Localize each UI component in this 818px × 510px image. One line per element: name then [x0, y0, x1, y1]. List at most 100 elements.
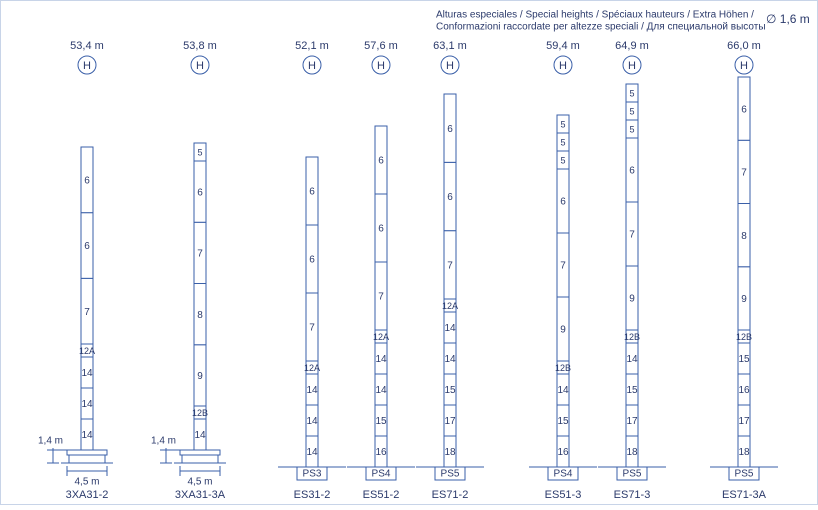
segment-label: 7 — [84, 307, 90, 318]
segment-label: 16 — [557, 447, 569, 458]
height-label: 63,1 m — [433, 40, 467, 52]
base-box — [547, 466, 579, 481]
header-line: Alturas especiales / Special heights / S… — [436, 10, 754, 21]
marker: H — [628, 60, 636, 72]
base-box — [365, 466, 397, 481]
segment-label: 6 — [447, 192, 453, 203]
segment-label: 15 — [557, 416, 569, 427]
marker-circle — [190, 55, 210, 75]
segment-label: 5 — [629, 124, 634, 134]
segment-label: 12B — [624, 332, 640, 342]
segment-label: 5 — [560, 155, 565, 165]
segment-label: 7 — [629, 230, 635, 241]
marker-circle — [622, 55, 642, 75]
segment-label: 6 — [84, 175, 90, 186]
height-label: 64,9 m — [615, 40, 649, 52]
marker-circle — [734, 55, 754, 75]
segment-label: 15 — [375, 416, 387, 427]
dim-label: 4,5 m — [187, 477, 212, 488]
segment-label: 6 — [309, 187, 315, 198]
segment-label: 7 — [447, 260, 453, 271]
segment-label: 6 — [447, 124, 453, 135]
segment-label: 7 — [378, 292, 384, 303]
base-frame — [179, 449, 221, 456]
segment-label: 7 — [309, 323, 315, 334]
segment-label: 14 — [444, 323, 456, 334]
segment-label: 6 — [378, 224, 384, 235]
marker-circle — [371, 55, 391, 75]
marker-circle — [77, 55, 97, 75]
column-name: 3XA31-3A — [175, 489, 226, 501]
marker: H — [559, 60, 567, 72]
diameter: ∅ 1,6 m — [766, 12, 810, 26]
base-label: PS5 — [441, 469, 460, 480]
base-box — [728, 466, 760, 481]
segment-label: 18 — [738, 447, 750, 458]
segment-label: 6 — [197, 187, 203, 198]
segment-label: 18 — [626, 447, 638, 458]
segment-label: 12B — [736, 332, 752, 342]
base-frame — [66, 449, 108, 456]
segment-label: 14 — [375, 385, 387, 396]
mast-segment — [556, 114, 570, 134]
segment-label: 6 — [629, 166, 635, 177]
segment-label: 5 — [560, 137, 565, 147]
mast-segment — [305, 156, 319, 226]
dim-label: 1,4 m — [151, 436, 176, 447]
segment-label: 7 — [560, 261, 566, 272]
base-label: PS4 — [554, 469, 573, 480]
segment-label: 7 — [741, 168, 747, 179]
segment-label: 6 — [560, 197, 566, 208]
segment-label: 6 — [309, 255, 315, 266]
dim-label: 1,4 m — [38, 436, 63, 447]
segment-label: 14 — [81, 430, 93, 441]
mast-segment — [374, 125, 388, 195]
mast-segment — [80, 146, 94, 214]
height-label: 53,4 m — [70, 40, 104, 52]
header-line: Conformazioni raccordate per altezze spe… — [436, 22, 766, 33]
segment-label: 12A — [304, 363, 320, 373]
base-frame — [181, 454, 219, 464]
marker-circle — [440, 55, 460, 75]
dim-label: 4,5 m — [74, 477, 99, 488]
segment-label: 15 — [626, 385, 638, 396]
segment-label: 6 — [741, 104, 747, 115]
column-name: ES71-3A — [722, 489, 767, 501]
segment-label: 14 — [306, 416, 318, 427]
column-name: 3XA31-2 — [66, 489, 109, 501]
segment-label: 17 — [626, 416, 638, 427]
segment-label: 6 — [378, 156, 384, 167]
column-name: ES71-3 — [614, 489, 651, 501]
base-box — [296, 466, 328, 481]
marker-circle — [302, 55, 322, 75]
segment-label: 5 — [629, 88, 634, 98]
segment-label: 17 — [738, 416, 750, 427]
segment-label: 8 — [197, 310, 203, 321]
segment-label: 14 — [81, 399, 93, 410]
segment-label: 9 — [560, 325, 566, 336]
segment-label: 16 — [375, 447, 387, 458]
segment-label: 14 — [444, 354, 456, 365]
segment-label: 14 — [194, 430, 206, 441]
marker: H — [377, 60, 385, 72]
segment-label: 14 — [626, 354, 638, 365]
segment-label: 5 — [560, 119, 565, 129]
height-label: 52,1 m — [295, 40, 329, 52]
segment-label: 15 — [738, 354, 750, 365]
segment-label: 9 — [741, 294, 747, 305]
base-label: PS4 — [372, 469, 391, 480]
mast-segment — [193, 142, 207, 162]
height-label: 57,6 m — [364, 40, 398, 52]
marker: H — [196, 60, 204, 72]
segment-label: 18 — [444, 447, 456, 458]
segment-label: 12A — [79, 346, 95, 356]
segment-label: 14 — [81, 368, 93, 379]
segment-label: 12B — [555, 363, 571, 373]
column-name: ES51-2 — [363, 489, 400, 501]
height-label: 53,8 m — [183, 40, 217, 52]
segment-label: 14 — [306, 447, 318, 458]
segment-label: 14 — [375, 354, 387, 365]
segment-label: 6 — [84, 241, 90, 252]
